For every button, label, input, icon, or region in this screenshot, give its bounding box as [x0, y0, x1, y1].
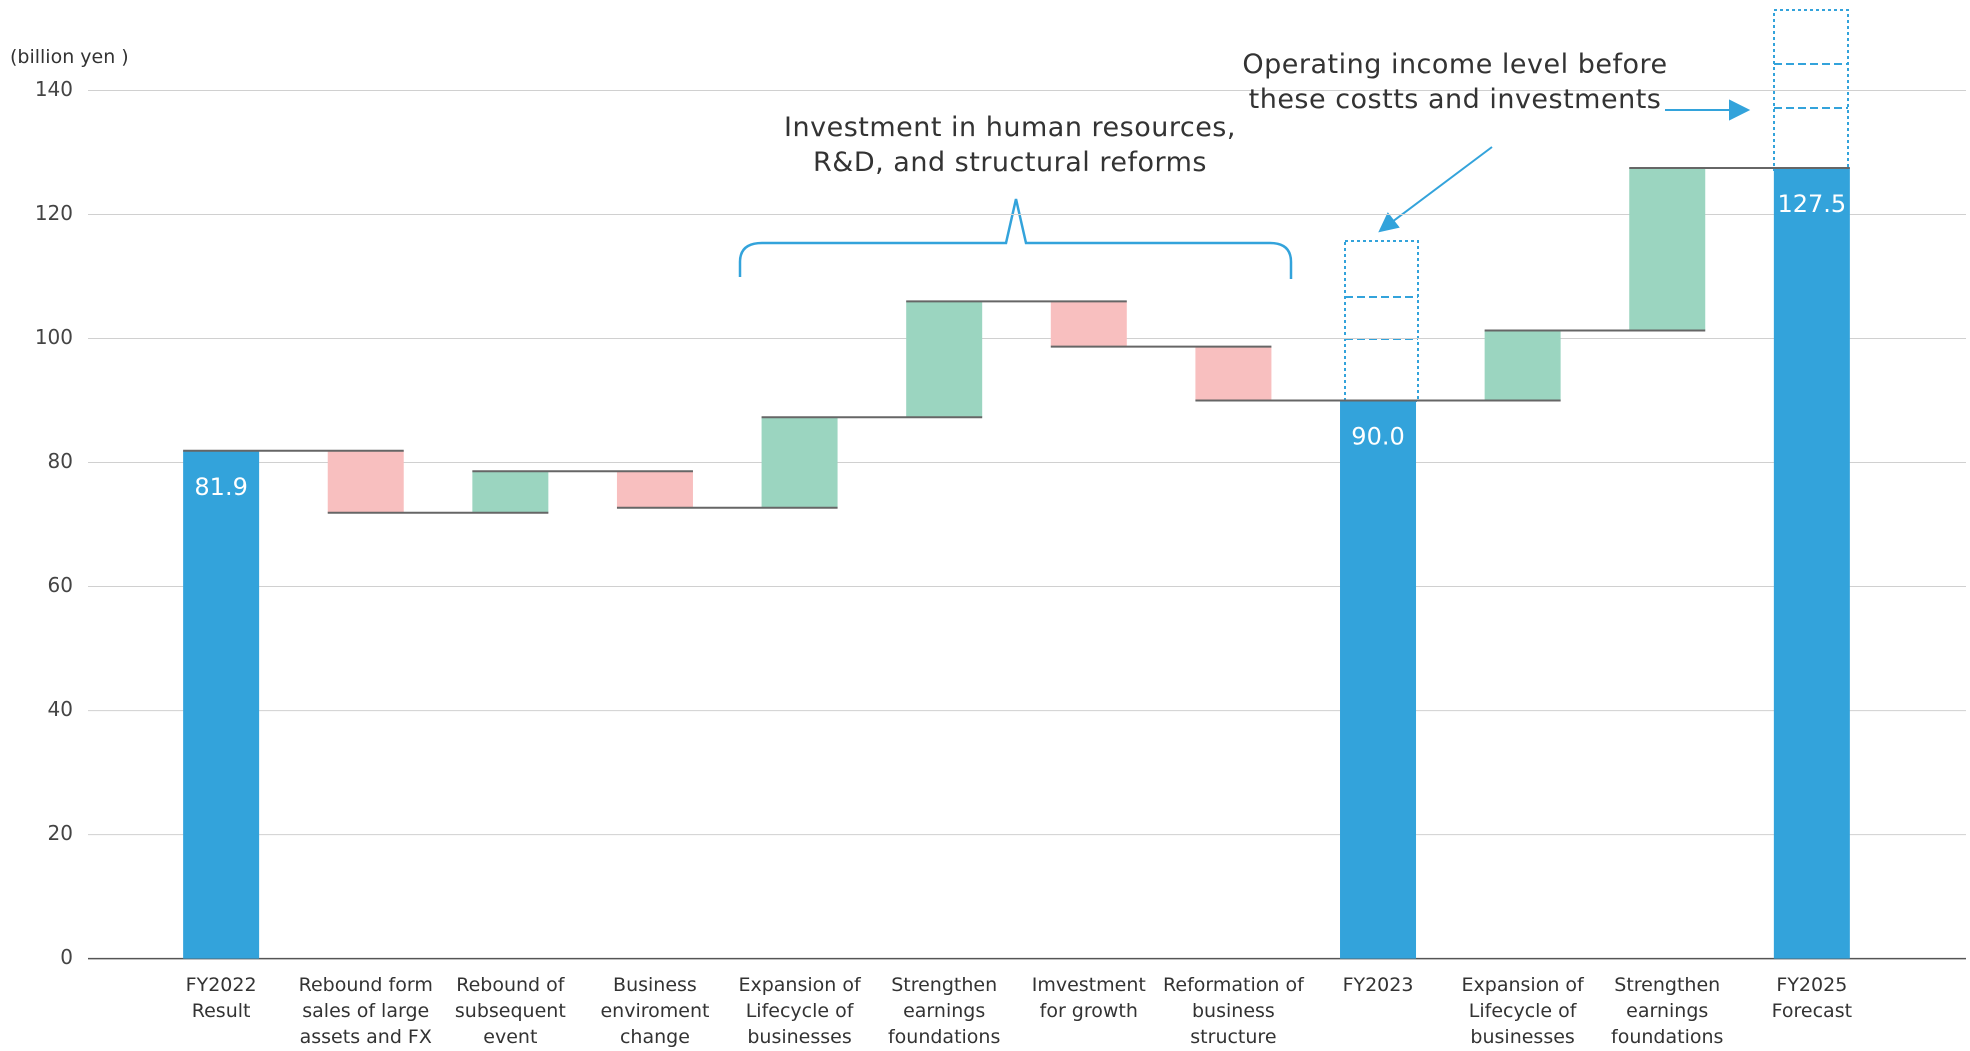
value-label: 127.5 — [1777, 190, 1846, 218]
y-tick-label: 120 — [35, 201, 73, 225]
x-tick-label: Expansion of Lifecycle of businesses — [738, 974, 861, 1048]
bar — [761, 417, 838, 508]
value-label: 81.9 — [194, 473, 247, 501]
x-tick-label: Expansion of Lifecycle of businesses — [1461, 974, 1584, 1048]
bar — [1050, 301, 1127, 347]
y-tick-label: 60 — [48, 573, 73, 597]
bar — [616, 471, 693, 508]
bar — [1195, 346, 1272, 401]
x-tick-label: Strengthen earnings foundations — [887, 974, 1001, 1048]
x-tick-label: FY2023 — [1342, 974, 1414, 996]
x-tick-label: Strengthen earnings foundations — [1611, 974, 1724, 1048]
x-tick-label: FY2025 Forecast — [1771, 974, 1853, 1022]
bar — [1629, 168, 1706, 331]
bar — [472, 471, 549, 513]
x-tick-label: Reformation of business structure — [1163, 974, 1304, 1048]
y-tick-label: 100 — [35, 325, 73, 349]
brace — [738, 198, 1293, 279]
bar — [906, 301, 983, 418]
bar — [1773, 168, 1850, 959]
bar — [1484, 330, 1561, 401]
x-tick-label: Rebound of subsequent event — [454, 974, 566, 1048]
y-tick-label: 20 — [48, 821, 73, 845]
x-tick-label: Business enviroment change — [600, 974, 710, 1048]
annotation: Investment in human resources, R&D, and … — [784, 112, 1236, 178]
x-tick-label: FY2022 Result — [185, 974, 257, 1022]
y-tick-label: 80 — [48, 449, 73, 473]
bar — [327, 450, 404, 513]
y-tick-label: 140 — [35, 77, 73, 101]
bar — [1340, 400, 1417, 959]
bar — [183, 450, 260, 959]
x-tick-label: Rebound form sales of large assets and F… — [298, 974, 433, 1048]
arrow — [1378, 99, 1751, 233]
x-tick-label: Imvestment for growth — [1031, 974, 1146, 1022]
y-tick-label: 0 — [60, 945, 73, 969]
unit-label: (billion yen ) — [10, 46, 129, 68]
y-tick-label: 40 — [48, 697, 73, 721]
annotation: Operating income level before these cost… — [1242, 49, 1668, 115]
value-label: 90.0 — [1351, 423, 1404, 451]
